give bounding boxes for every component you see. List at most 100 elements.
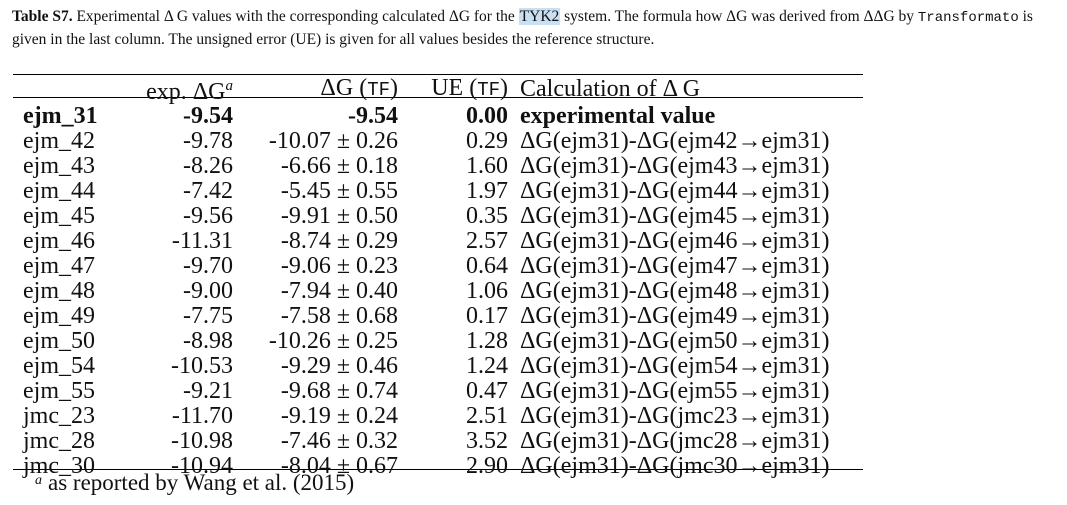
cell-exp: -9.00 — [183, 278, 233, 304]
caption-text: Experimental Δ G values with the corresp… — [76, 8, 515, 25]
caption-software-name: Transformato — [917, 10, 1019, 26]
cell-dg: -10.26 ± 0.25 — [268, 328, 398, 354]
table-footnote: a as reported by Wang et al. (2015) — [35, 470, 354, 496]
cell-calc: ΔG(ejm31)-ΔG(jmc28→ejm31) — [520, 428, 830, 454]
cell-name: ejm_45 — [23, 203, 95, 229]
header-exp-dg-text: exp. ΔG — [146, 79, 226, 105]
table-body: ejm_31 -9.54 -9.54 0.00 experimental value e… — [13, 104, 863, 479]
table-top-rule — [13, 74, 863, 75]
cell-name: ejm_43 — [23, 153, 95, 179]
cell-ue: 2.51 — [466, 403, 508, 429]
cell-ue: 0.17 — [466, 303, 508, 329]
cell-exp: -10.53 — [171, 353, 233, 379]
cell-name: ejm_47 — [23, 253, 95, 279]
cell-name: jmc_23 — [23, 403, 95, 429]
cell-ue: 1.60 — [466, 153, 508, 179]
cell-ue: 0.29 — [466, 128, 508, 154]
header-exp-dg-sup: a — [225, 78, 234, 94]
cell-ue: 2.90 — [466, 453, 508, 479]
header-ue-text: UE ( — [431, 75, 478, 101]
caption-highlight: TYK2 — [518, 8, 561, 25]
cell-exp: -8.26 — [183, 153, 233, 179]
cell-ue: 2.57 — [466, 228, 508, 254]
cell-calc: ΔG(ejm31)-ΔG(ejm42→ejm31) — [520, 128, 830, 154]
cell-calc: ΔG(ejm31)-ΔG(ejm47→ejm31) — [520, 253, 830, 279]
cell-ue: 1.06 — [466, 278, 508, 304]
table-row: jmc_23 -11.70 -9.19 ± 0.24 2.51 ΔG(ejm31)-ΔG… — [13, 404, 863, 429]
cell-calc: ΔG(ejm31)-ΔG(ejm49→ejm31) — [520, 303, 830, 329]
cell-name: ejm_54 — [23, 353, 95, 379]
footnote-mark: a — [35, 473, 42, 488]
cell-calc: ΔG(ejm31)-ΔG(ejm55→ejm31) — [520, 378, 830, 404]
cell-exp: -9.54 — [183, 103, 233, 129]
cell-dg: -9.54 — [348, 103, 398, 129]
caption-label: Table S7. — [12, 8, 73, 25]
header-exp-dg: exp. ΔGa — [123, 74, 233, 104]
footnote-text: as reported by Wang et al. (2015) — [48, 470, 355, 495]
cell-dg: -7.46 ± 0.32 — [280, 428, 398, 454]
cell-name: ejm_44 — [23, 178, 95, 204]
table-row: ejm_48 -9.00 -7.94 ± 0.40 1.06 ΔG(ejm31)-ΔG(… — [13, 279, 863, 304]
cell-exp: -11.31 — [171, 228, 233, 254]
table-row: ejm_54 -10.53 -9.29 ± 0.46 1.24 ΔG(ejm31)-ΔG… — [13, 354, 863, 379]
cell-name: ejm_49 — [23, 303, 95, 329]
cell-dg: -7.58 ± 0.68 — [280, 303, 398, 329]
cell-exp: -9.21 — [183, 378, 233, 404]
cell-exp: -8.98 — [183, 328, 233, 354]
cell-name: ejm_48 — [23, 278, 95, 304]
cell-calc: ΔG(ejm31)-ΔG(ejm46→ejm31) — [520, 228, 830, 254]
table-row: ejm_43 -8.26 -6.66 ± 0.18 1.60 ΔG(ejm31)-ΔG(… — [13, 154, 863, 179]
header-ue: UE (TF) — [398, 74, 508, 104]
cell-exp: -10.94 — [171, 453, 233, 479]
table-caption: Table S7. Experimental Δ G values with t… — [12, 6, 1062, 50]
table-row: ejm_47 -9.70 -9.06 ± 0.23 0.64 ΔG(ejm31)-ΔG(… — [13, 254, 863, 279]
header-ue-close: ) — [500, 75, 508, 101]
cell-name: ejm_46 — [23, 228, 95, 254]
cell-ue: 0.35 — [466, 203, 508, 229]
header-name — [13, 74, 123, 104]
cell-dg: -9.19 ± 0.24 — [280, 403, 398, 429]
cell-exp: -9.56 — [183, 203, 233, 229]
cell-name: ejm_50 — [23, 328, 95, 354]
table-header-row: exp. ΔGa ΔG (TF) UE (TF) Calculation of … — [13, 74, 863, 104]
table-row: ejm_42 -9.78 -10.07 ± 0.26 0.29 ΔG(ejm31)-ΔG… — [13, 129, 863, 154]
cell-ue: 0.64 — [466, 253, 508, 279]
cell-calc: ΔG(ejm31)-ΔG(ejm50→ejm31) — [520, 328, 830, 354]
cell-calc: ΔG(ejm31)-ΔG(jmc30→ejm31) — [520, 453, 830, 479]
header-calculation: Calculation of Δ G — [520, 76, 701, 102]
cell-exp: -7.42 — [183, 178, 233, 204]
table-row: ejm_44 -7.42 -5.45 ± 0.55 1.97 ΔG(ejm31)-ΔG(… — [13, 179, 863, 204]
table-bottom-rule — [13, 469, 863, 470]
table-row: ejm_46 -11.31 -8.74 ± 0.29 2.57 ΔG(ejm31)-ΔG… — [13, 229, 863, 254]
cell-dg: -7.94 ± 0.40 — [280, 278, 398, 304]
cell-name: jmc_30 — [23, 453, 95, 479]
table-row: ejm_49 -7.75 -7.58 ± 0.68 0.17 ΔG(ejm31)-ΔG(… — [13, 304, 863, 329]
header-ue-tf: TF — [477, 79, 500, 101]
cell-calc: ΔG(ejm31)-ΔG(ejm48→ejm31) — [520, 278, 830, 304]
cell-calc: ΔG(ejm31)-ΔG(ejm43→ejm31) — [520, 153, 830, 179]
cell-exp: -7.75 — [183, 303, 233, 329]
cell-exp: -9.78 — [183, 128, 233, 154]
table-row: jmc_28 -10.98 -7.46 ± 0.32 3.52 ΔG(ejm31)-ΔG… — [13, 429, 863, 454]
cell-dg: -9.68 ± 0.74 — [280, 378, 398, 404]
cell-ue: 1.24 — [466, 353, 508, 379]
cell-exp: -11.70 — [171, 403, 233, 429]
table-row: ejm_45 -9.56 -9.91 ± 0.50 0.35 ΔG(ejm31)-ΔG(… — [13, 204, 863, 229]
table-row: ejm_55 -9.21 -9.68 ± 0.74 0.47 ΔG(ejm31)-ΔG(… — [13, 379, 863, 404]
cell-ue: 0.00 — [466, 103, 508, 129]
cell-calc: experimental value — [520, 103, 716, 129]
cell-dg: -6.66 ± 0.18 — [280, 153, 398, 179]
cell-dg: -9.06 ± 0.23 — [280, 253, 398, 279]
cell-dg: -9.29 ± 0.46 — [280, 353, 398, 379]
table-row: ejm_50 -8.98 -10.26 ± 0.25 1.28 ΔG(ejm31)-ΔG… — [13, 329, 863, 354]
cell-dg: -8.74 ± 0.29 — [280, 228, 398, 254]
cell-dg: -8.04 ± 0.67 — [280, 453, 398, 479]
cell-name: ejm_42 — [23, 128, 95, 154]
cell-calc: ΔG(ejm31)-ΔG(jmc23→ejm31) — [520, 403, 830, 429]
cell-ue: 1.28 — [466, 328, 508, 354]
cell-name: ejm_55 — [23, 378, 95, 404]
cell-calc: ΔG(ejm31)-ΔG(ejm54→ejm31) — [520, 353, 830, 379]
caption-text-2: system. The formula how ΔG was derived f… — [564, 8, 915, 25]
cell-ue: 1.97 — [466, 178, 508, 204]
cell-dg: -10.07 ± 0.26 — [268, 128, 398, 154]
